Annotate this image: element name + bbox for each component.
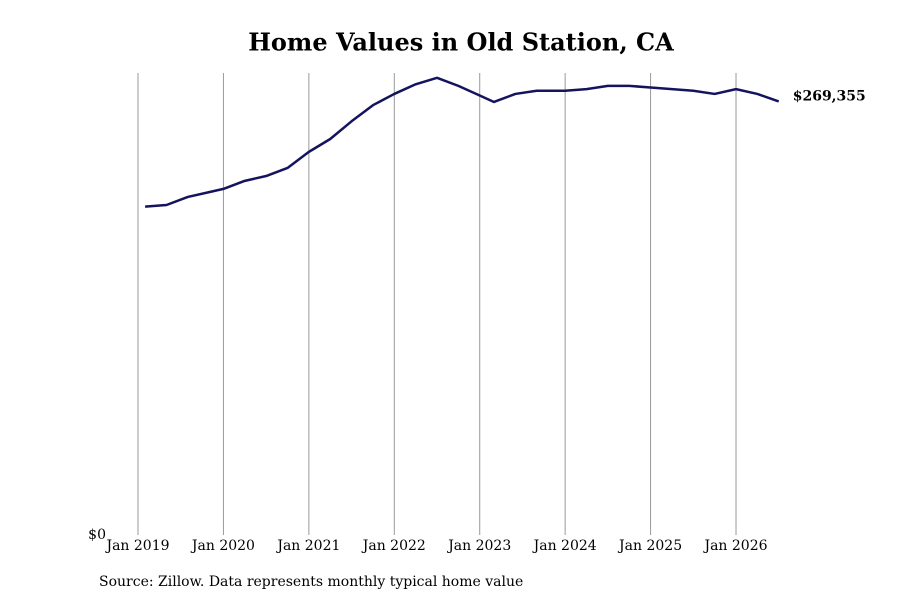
x-tick-label: Jan 2024	[532, 538, 597, 554]
source-note: Source: Zillow. Data represents monthly …	[99, 574, 523, 590]
x-tick-label: Jan 2026	[702, 538, 767, 554]
chart-title: Home Values in Old Station, CA	[248, 28, 674, 57]
x-tick-label: Jan 2025	[617, 538, 682, 554]
value-label: $269,355	[793, 88, 866, 104]
x-tick-label: Jan 2023	[446, 538, 511, 554]
x-tick-label: Jan 2021	[275, 538, 340, 554]
data-line	[145, 76, 780, 208]
x-tick-label: Jan 2020	[190, 538, 255, 554]
x-tick-label: Jan 2022	[361, 538, 426, 554]
y-tick-label: $0	[88, 527, 106, 543]
x-tick-label: Jan 2019	[104, 538, 169, 554]
